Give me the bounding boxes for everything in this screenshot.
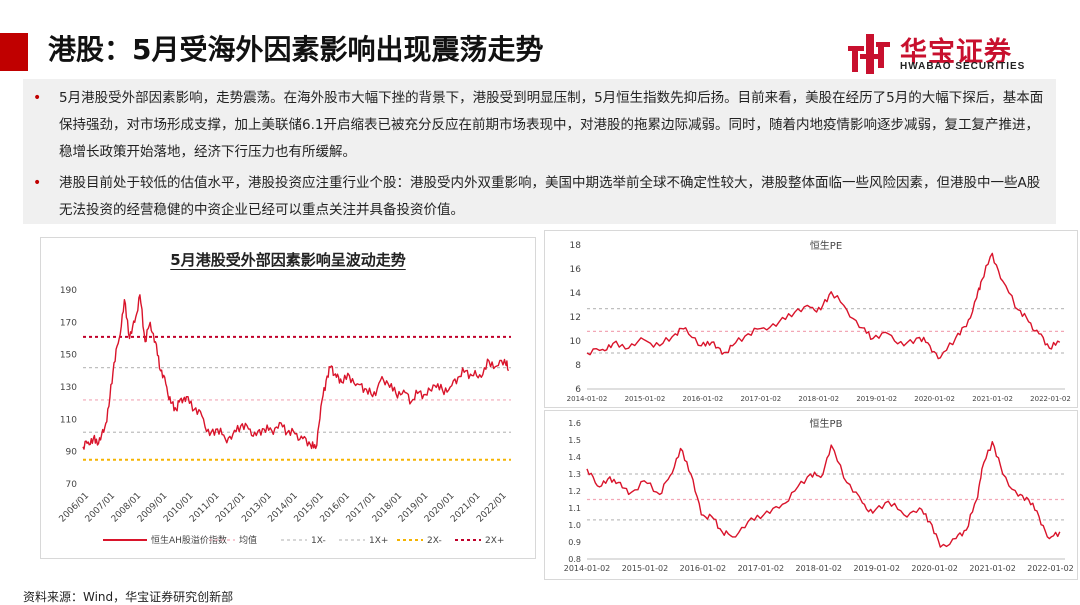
logo-english-name: HWABAO SECURITIES	[900, 61, 1026, 72]
series-line	[82, 294, 510, 450]
y-tick-label: 8	[575, 361, 581, 371]
x-tick-label: 2018-01-02	[796, 564, 843, 573]
y-tick-label: 150	[60, 351, 77, 361]
y-tick-label: 130	[60, 383, 77, 393]
hwabao-logo-icon	[848, 34, 890, 74]
series-line	[586, 441, 1061, 548]
y-tick-label: 10	[570, 337, 582, 347]
x-tick-label: 2017-01-02	[740, 395, 781, 403]
x-tick-label: 2019-01-02	[856, 395, 897, 403]
legend-label: 1X-	[311, 536, 326, 546]
y-tick-label: 16	[570, 265, 582, 275]
y-tick-label: 1.1	[568, 504, 581, 513]
x-tick-label: 2020-01-02	[911, 564, 958, 573]
x-tick-label: 2016-01-02	[683, 395, 724, 403]
legend-label: 2X-	[427, 536, 442, 546]
x-tick-label: 2015-01-02	[625, 395, 666, 403]
y-tick-label: 170	[60, 318, 77, 328]
x-tick-label: 2022-01-02	[1027, 564, 1074, 573]
y-tick-label: 12	[570, 313, 581, 323]
source-note: 资料来源：Wind，华宝证券研究创新部	[23, 590, 234, 604]
y-tick-label: 1.3	[568, 470, 581, 479]
x-tick-label: 2021-01-02	[969, 564, 1016, 573]
x-tick-label: 2018-01-02	[798, 395, 839, 403]
y-tick-label: 14	[570, 289, 582, 299]
x-tick-label: 2022-01-02	[1030, 395, 1071, 403]
y-tick-label: 1.0	[568, 521, 581, 530]
x-tick-label: 2019-01-02	[853, 564, 900, 573]
ah-premium-chart: 190 170 150 130 110 90 70 2006/01 2007/01 2008/01…	[40, 237, 536, 559]
chart-title: 5月港股受外部因素影响呈波动走势	[170, 251, 406, 269]
x-tick-label: 2017-01-02	[738, 564, 785, 573]
bullet-text: 港股目前处于较低的估值水平，港股投资应注重行业个股：港股受内外双重影响，美国中期…	[59, 175, 1041, 218]
y-tick-label: 70	[66, 480, 78, 490]
company-logo: 华宝证券 HWABAO SECURITIES	[848, 32, 1048, 76]
y-tick-label: 90	[66, 448, 78, 458]
chart-title: 恒生PE	[810, 239, 842, 252]
y-tick-label: 190	[60, 286, 77, 296]
title-accent-bar	[0, 33, 28, 71]
y-tick-label: 110	[60, 415, 77, 425]
y-tick-label: 1.5	[568, 436, 581, 445]
bullet-dot-icon: •	[33, 90, 42, 106]
hs-pe-chart: 18 16 14 12 10 8 6 2014-01-02 2015-01-02 2016-01-…	[544, 230, 1078, 408]
ah-premium-plot: 19017015013011090702006/012007/012008/01…	[58, 286, 511, 546]
x-tick-label: 2021-01-02	[972, 395, 1013, 403]
hs-pb-chart: 1.6 1.5 1.4 1.3 1.2 1.1 1.0 0.9 0.8 2014-01-02 201…	[544, 410, 1078, 580]
logo-chinese-name: 华宝证券	[900, 37, 1012, 68]
y-tick-label: 0.9	[568, 538, 581, 547]
x-tick-label: 2014-01-02	[564, 564, 611, 573]
bullet-text: 5月港股受外部因素影响，走势震荡。在海外股市大幅下挫的背景下，港股受到明显压制，…	[59, 90, 1044, 160]
page-title: 港股：5月受海外因素影响出现震荡走势	[48, 33, 544, 66]
bullet-dot-icon: •	[33, 175, 42, 191]
chart-title: 恒生PB	[810, 417, 843, 430]
x-tick-label: 2016-01-02	[680, 564, 727, 573]
y-tick-label: 1.6	[568, 419, 581, 428]
summary-panel: • 5月港股受外部因素影响，走势震荡。在海外股市大幅下挫的背景下，港股受到明显压…	[23, 79, 1056, 224]
y-tick-label: 1.2	[568, 487, 581, 496]
y-tick-label: 1.4	[568, 453, 581, 462]
y-tick-label: 18	[570, 241, 582, 251]
legend-label: 均值	[239, 534, 257, 546]
series-line	[586, 252, 1061, 360]
y-tick-label: 0.8	[568, 555, 581, 564]
legend-label: 1X+	[369, 536, 388, 546]
legend-label: 恒生AH股溢价指数	[151, 534, 227, 546]
y-tick-label: 6	[575, 385, 581, 395]
x-tick-label: 2015-01-02	[622, 564, 669, 573]
legend-label: 2X+	[485, 536, 504, 546]
x-tick-label: 2020-01-02	[914, 395, 955, 403]
x-tick-label: 2014-01-02	[567, 395, 608, 403]
